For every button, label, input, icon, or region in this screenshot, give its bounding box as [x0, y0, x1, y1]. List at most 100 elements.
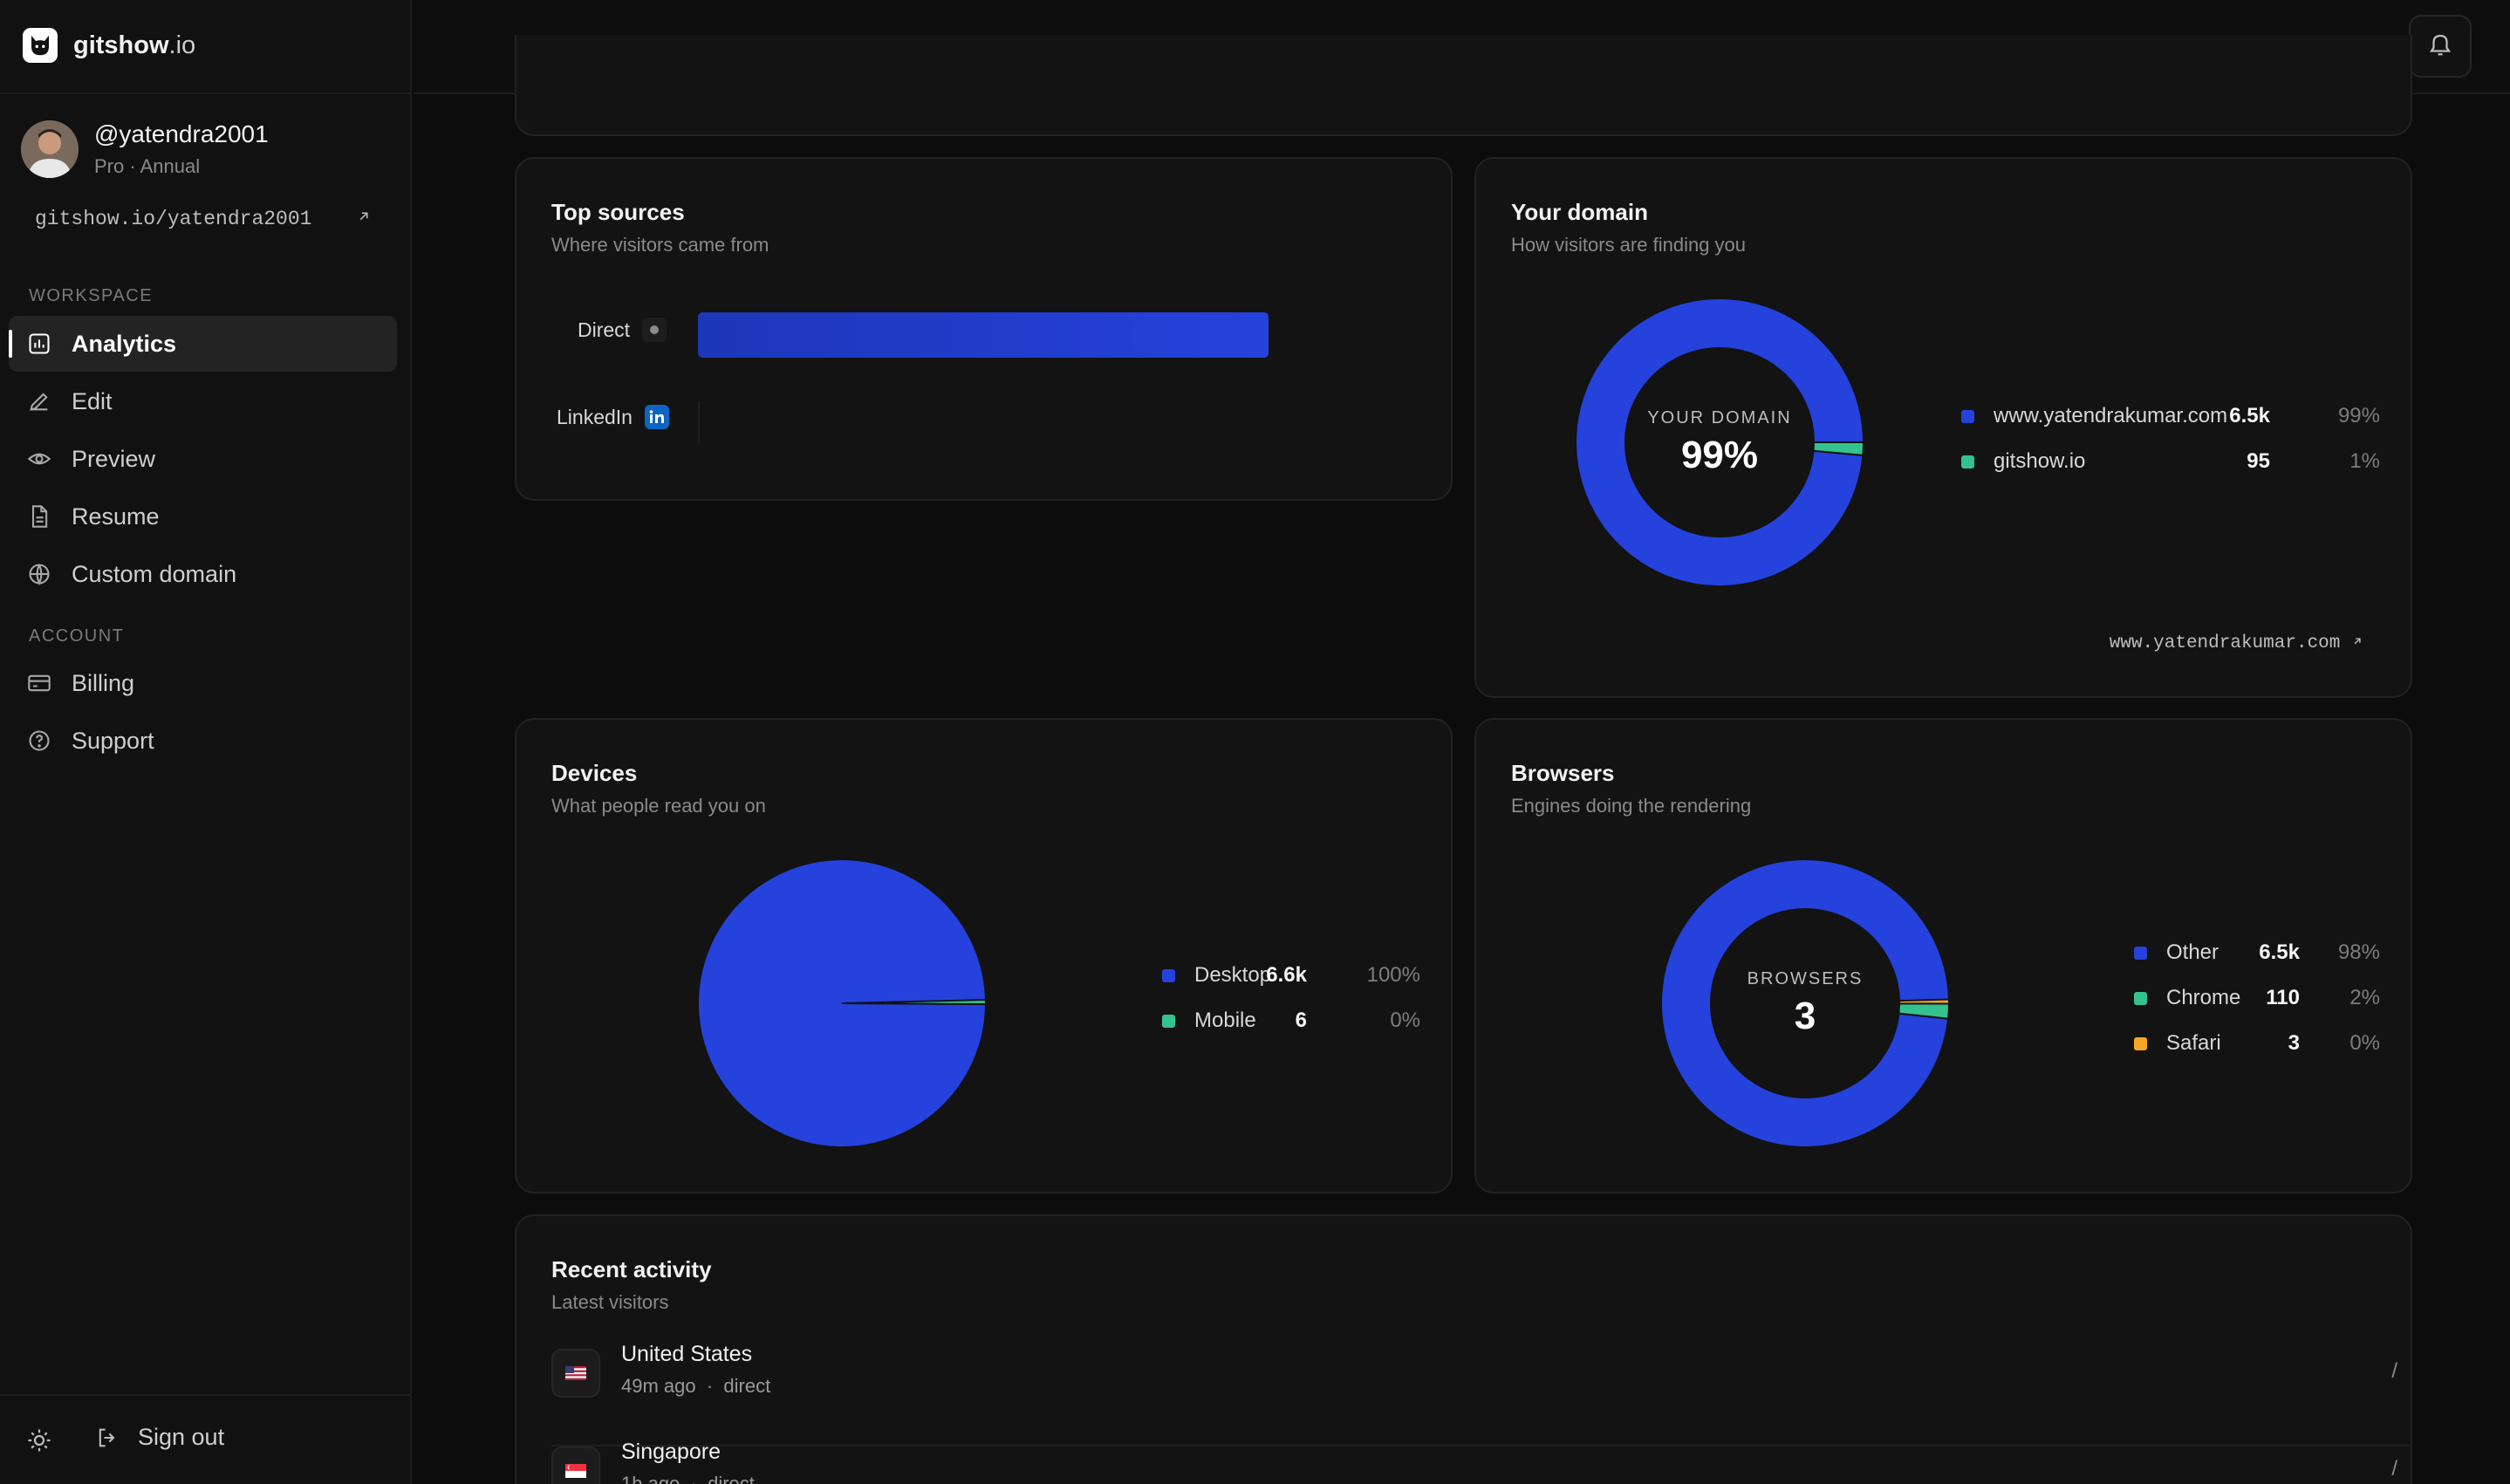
slice-other[interactable]: [1660, 858, 1951, 1148]
activity-row[interactable]: Singapore 1h ago · direct /: [551, 1440, 2410, 1484]
eye-icon: [26, 446, 52, 472]
notifications-button[interactable]: [2409, 15, 2472, 78]
legend-item: gitshow.io 95 1%: [1961, 448, 2380, 475]
your-domain-card: Your domain How visitors are finding you…: [1474, 157, 2412, 698]
legend-swatch: [1961, 409, 1974, 423]
legend-item: Desktop 6.6k 100%: [1162, 962, 1420, 988]
card-subtitle: Engines doing the rendering: [1511, 795, 1752, 817]
activity-country: Singapore: [621, 1440, 721, 1464]
source-row-direct[interactable]: Direct: [578, 318, 667, 342]
log-out-icon: [94, 1425, 120, 1451]
sidebar-item-label: Support: [72, 727, 154, 754]
card-subtitle: Where visitors came from: [551, 234, 769, 256]
devices-pie-chart: [697, 858, 988, 1148]
account-section-label: ACCOUNT: [29, 626, 125, 646]
source-row-linkedin[interactable]: LinkedIn: [557, 405, 669, 429]
card-title: Recent activity: [551, 1256, 712, 1282]
sidebar-item-preview[interactable]: Preview: [9, 431, 397, 487]
avatar: [21, 120, 79, 178]
slice-mobile[interactable]: [841, 998, 987, 1005]
activity-source: direct: [723, 1375, 771, 1397]
sidebar-item-custom-domain[interactable]: Custom domain: [9, 546, 397, 602]
sidebar-item-label: Edit: [72, 387, 113, 414]
legend-swatch: [1162, 968, 1175, 982]
slice-www-yatendrakumar-com[interactable]: [1575, 297, 1865, 588]
bell-icon: [2427, 31, 2453, 62]
document-icon: [26, 503, 52, 530]
legend-percent: 99%: [2337, 404, 2380, 427]
external-link-icon: [356, 208, 372, 230]
card-title: Your domain: [1511, 199, 1648, 225]
activity-country: United States: [621, 1342, 753, 1366]
card-title: Top sources: [551, 199, 685, 225]
activity-path: /: [2391, 1359, 2397, 1383]
workspace-section-label: WORKSPACE: [29, 286, 154, 305]
sg-flag-icon: [551, 1446, 600, 1484]
activity-meta: 49m ago · direct: [621, 1375, 771, 1397]
sidebar-item-resume[interactable]: Resume: [9, 489, 397, 544]
source-label: LinkedIn: [557, 405, 633, 428]
legend-swatch: [1162, 1014, 1175, 1028]
card-subtitle: Latest visitors: [551, 1291, 669, 1313]
donut-center-label: BROWSERS: [1747, 969, 1864, 988]
browsers-donut-chart: [1660, 858, 1951, 1148]
source-label: Direct: [578, 318, 631, 341]
activity-time: 1h ago: [621, 1473, 681, 1484]
slice-gitshow-io[interactable]: [1812, 441, 1865, 456]
slice-safari[interactable]: [1898, 998, 1950, 1005]
activity-path: /: [2391, 1457, 2397, 1481]
legend-percent: 98%: [2337, 940, 2380, 964]
legend-swatch: [1961, 455, 1974, 468]
row-divider: [551, 1445, 2410, 1446]
sidebar-divider: [0, 92, 412, 94]
recent-activity-card: Recent activity Latest visitors United S…: [515, 1214, 2412, 1484]
legend-value: 6.5k: [2229, 404, 2270, 427]
legend-value: 6.6k: [1266, 963, 1307, 987]
profile[interactable]: @yatendra2001 Pro · Annual: [21, 120, 269, 178]
external-link-icon: [2351, 633, 2363, 653]
legend-percent: 2%: [2349, 986, 2380, 1009]
sun-icon[interactable]: [26, 1427, 54, 1455]
legend-percent: 1%: [2349, 449, 2380, 473]
legend-item: Other 6.5k 98%: [2134, 940, 2380, 966]
devices-card: Devices What people read you on Desktop …: [515, 718, 1453, 1193]
legend-item: Mobile 6 0%: [1162, 1008, 1420, 1034]
legend-value: 6.5k: [2259, 940, 2300, 964]
domain-external-link[interactable]: www.yatendrakumar.com: [2110, 633, 2363, 653]
profile-url-link[interactable]: gitshow.io/yatendra2001: [35, 208, 372, 230]
legend-label: Other: [2166, 940, 2219, 964]
globe-icon: [26, 561, 52, 587]
legend-value: 110: [2266, 986, 2300, 1009]
donut-center-label: YOUR DOMAIN: [1647, 408, 1792, 427]
sidebar-item-label: Custom domain: [72, 560, 237, 587]
help-circle-icon: [26, 728, 52, 754]
legend-value: 6: [1295, 1009, 1307, 1032]
brand[interactable]: gitshow.io: [23, 26, 195, 65]
domain-link-text: www.yatendrakumar.com: [2109, 633, 2341, 653]
donut-center-value: 99%: [1680, 434, 1759, 476]
pencil-icon: [26, 388, 52, 414]
bar-chart-icon: [26, 331, 52, 357]
legend-swatch: [2134, 991, 2147, 1005]
card-subtitle: What people read you on: [551, 795, 766, 817]
legend-percent: 0%: [2349, 1031, 2380, 1055]
legend-item: Chrome 110 2%: [2134, 985, 2380, 1011]
activity-row[interactable]: United States 49m ago · direct /: [551, 1342, 2410, 1446]
donut-center-value: 3: [1794, 995, 1816, 1037]
sidebar-item-analytics[interactable]: Analytics: [9, 316, 397, 372]
us-flag-icon: [551, 1349, 600, 1398]
sidebar-item-edit[interactable]: Edit: [9, 373, 397, 429]
signout-button[interactable]: Sign out: [94, 1424, 224, 1451]
browsers-donut-center: BROWSERS 3: [1659, 969, 1951, 1038]
browsers-card: Browsers Engines doing the rendering BRO…: [1474, 718, 2412, 1193]
credit-card-icon: [26, 670, 52, 696]
card-subtitle: How visitors are finding you: [1511, 234, 1747, 256]
source-bar-linkedin-axis: [698, 401, 700, 443]
legend-label: Chrome: [2166, 986, 2241, 1009]
sidebar-item-billing[interactable]: Billing: [9, 655, 397, 711]
domain-donut-chart: [1575, 297, 1865, 588]
profile-url-text: gitshow.io/yatendra2001: [35, 208, 312, 230]
brand-name: gitshow.io: [73, 31, 196, 59]
sidebar-item-support[interactable]: Support: [9, 713, 397, 769]
sidebar: gitshow.io @yatendra2001 Pro · Annual gi…: [0, 0, 412, 1484]
